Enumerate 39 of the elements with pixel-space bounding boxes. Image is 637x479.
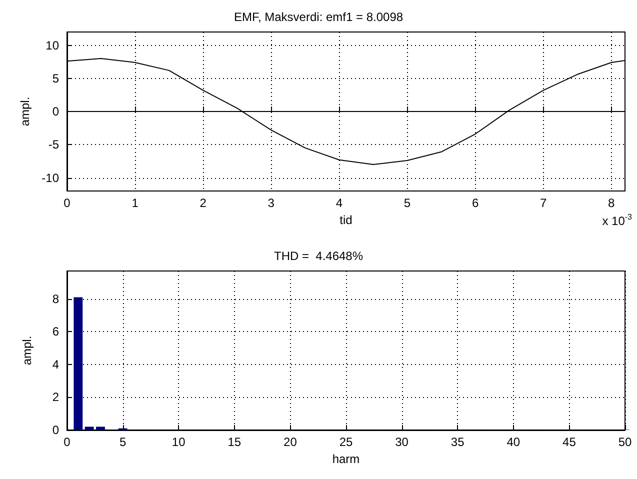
y-tick-label: 2 xyxy=(52,390,60,404)
x-tick-label: 5 xyxy=(404,196,411,210)
x-tick-label: 1 xyxy=(132,196,139,210)
chart-title: THD = 4.4648% xyxy=(274,249,364,263)
x-tick-label: 30 xyxy=(395,435,409,449)
x-tick-label: 35 xyxy=(450,435,465,449)
x-tick-label: 0 xyxy=(64,196,71,210)
y-axis-title: ampl. xyxy=(20,336,34,366)
x-tick-label: 7 xyxy=(540,196,547,210)
x-tick-label: 2 xyxy=(200,196,207,210)
y-tick-label: 4 xyxy=(52,357,60,372)
bar xyxy=(96,426,105,430)
x-tick-label: 40 xyxy=(506,435,520,449)
x-tick-label: 6 xyxy=(472,196,479,210)
x-axis-title: tid xyxy=(340,212,352,227)
x-tick-label: 45 xyxy=(562,435,576,449)
x-tick-label: 3 xyxy=(268,196,275,210)
y-tick-label: -10 xyxy=(42,170,60,185)
x-tick-label: 10 xyxy=(172,435,186,449)
y-tick-label: 6 xyxy=(52,324,60,339)
x-tick-label: 0 xyxy=(64,435,71,449)
x-tick-label: 5 xyxy=(119,435,126,449)
x-tick-label: 20 xyxy=(284,435,298,449)
bar xyxy=(74,297,83,430)
y-tick-label: 0 xyxy=(52,104,60,118)
chart-title: EMF, Maksverdi: emf1 = 8.0098 xyxy=(234,10,404,24)
y-tick-label: 10 xyxy=(46,38,60,52)
x-tick-label: 8 xyxy=(608,196,616,210)
x-axis-title: harm xyxy=(332,452,360,466)
x-tick-label: 50 xyxy=(618,435,632,449)
y-tick-label: 0 xyxy=(52,423,60,437)
x-tick-label: 15 xyxy=(228,435,242,449)
y-tick-label: -5 xyxy=(48,138,60,152)
y-tick-label: 5 xyxy=(52,71,60,86)
x-tick-label: 25 xyxy=(339,435,353,449)
bar xyxy=(84,426,94,430)
y-axis-title: ampl. xyxy=(18,96,32,126)
x-tick-label: 4 xyxy=(336,196,343,210)
y-tick-label: 8 xyxy=(52,292,60,306)
